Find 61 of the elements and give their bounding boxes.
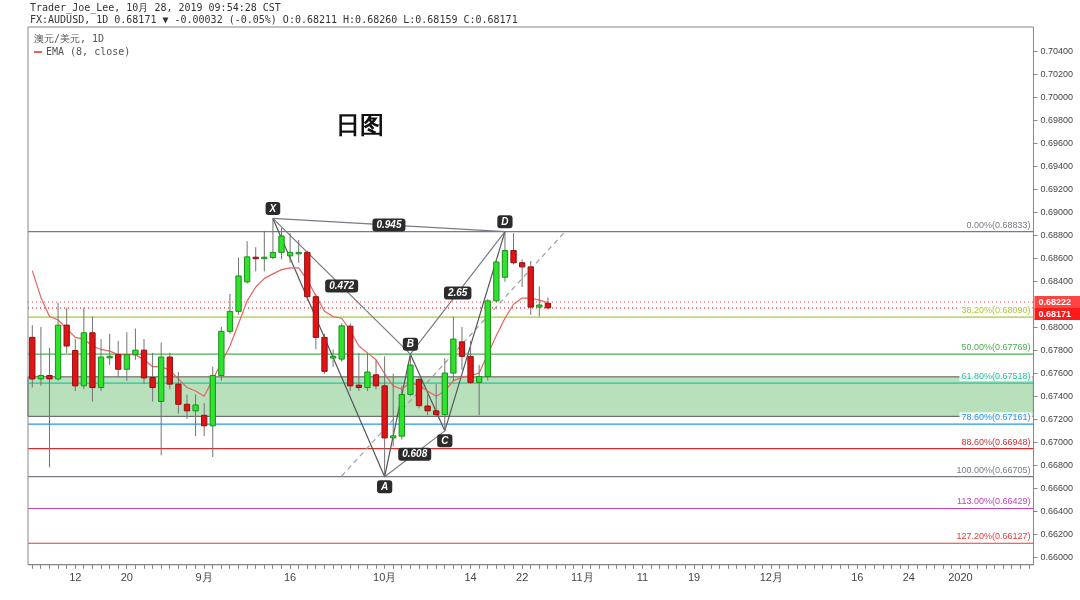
y-tick-label: 0.68600 [1040, 252, 1074, 263]
y-tick-label: 0.66400 [1040, 506, 1074, 517]
ref-line-label: 61.80%(0.67518) [961, 371, 1031, 382]
text: 日图 [336, 111, 384, 138]
data-label: A [380, 480, 389, 492]
y-tick-label: 0.67000 [1040, 437, 1074, 448]
y-tick-label: 0.70200 [1040, 68, 1074, 79]
data-label: X [268, 202, 278, 214]
x-tick-label: 16 [283, 571, 297, 584]
annotation: 0.608 [402, 448, 428, 460]
ref-line-label: 78.60%(0.67161) [961, 412, 1031, 423]
y-tick-label: 0.69400 [1040, 160, 1074, 171]
ref-line-label: 113.00%(0.66429) [957, 496, 1031, 507]
x-tick-label: 19 [687, 571, 701, 584]
ref-line-label: 50.00%(0.67769) [961, 342, 1031, 353]
y-tick-label: 0.70400 [1040, 45, 1074, 56]
ref-line-label: 0.00%(0.68833) [966, 219, 1031, 230]
ref-line-label: 0.68171 [1038, 308, 1072, 319]
y-tick-label: 0.68800 [1040, 229, 1074, 240]
annotation: 2.65 [446, 287, 468, 299]
y-tick-label: 0.69600 [1040, 137, 1074, 148]
x-tick-label: 10月 [373, 571, 397, 584]
y-tick-label: 0.66800 [1040, 460, 1074, 471]
x-tick-label: 24 [902, 571, 915, 584]
x-tick-label: 14 [464, 571, 477, 584]
x-tick-label: 12 [69, 571, 82, 584]
y-tick-label: 0.69200 [1040, 183, 1074, 194]
y-tick-label: 0.67600 [1040, 368, 1074, 379]
ref-line-label: 100.00%(0.66705) [956, 464, 1031, 475]
x-tick-label: 12月 [759, 571, 783, 584]
x-tick-label: 16 [851, 571, 864, 584]
y-tick-label: 0.70000 [1040, 91, 1074, 102]
x-tick-label: 2020 [948, 571, 973, 584]
ref-line-label: 88.60%(0.66948) [961, 436, 1031, 447]
y-tick-label: 0.66200 [1040, 529, 1074, 540]
annotation: 0.472 [329, 280, 355, 292]
y-tick-label: 0.67400 [1040, 391, 1074, 402]
annotation: 0.945 [376, 219, 402, 231]
text: FX:AUDUSD, 1D 0.68171 ▼ -0.00032 (-0.05%) O:0.68211 H:0.68260 L:0.68159 C:0.68171 [30, 13, 518, 25]
x-tick-label: 11月 [571, 571, 594, 584]
text: 澳元/美元, 1D [34, 32, 105, 44]
data-label: B [406, 338, 415, 350]
y-tick-label: 0.69000 [1040, 206, 1074, 217]
y-tick-label: 0.67200 [1040, 414, 1074, 425]
y-tick-label: 0.66000 [1040, 552, 1074, 563]
x-tick-label: 11 [636, 571, 649, 584]
y-tick-label: 0.69800 [1040, 114, 1074, 125]
data-label: C [441, 435, 450, 447]
ref-line-label: 0.68222 [1038, 296, 1072, 307]
x-tick-label: 9月 [195, 571, 213, 584]
y-tick-label: 0.68400 [1040, 275, 1074, 286]
data-label: D [501, 215, 509, 227]
x-tick-label: 22 [516, 571, 529, 584]
ref-line-label: 38.20%(0.68090) [961, 305, 1031, 316]
y-tick-label: 0.66600 [1040, 483, 1074, 494]
y-tick-label: 0.67800 [1040, 345, 1074, 356]
text: Trader_Joe_Lee, 10月 28, 2019 09:54:28 CST [30, 1, 281, 14]
ref-line-label: 127.20%(0.66127) [956, 531, 1031, 542]
legend-label: EMA (8, close) [46, 45, 131, 57]
y-tick-label: 0.68000 [1040, 322, 1074, 333]
x-tick-label: 20 [120, 571, 133, 584]
